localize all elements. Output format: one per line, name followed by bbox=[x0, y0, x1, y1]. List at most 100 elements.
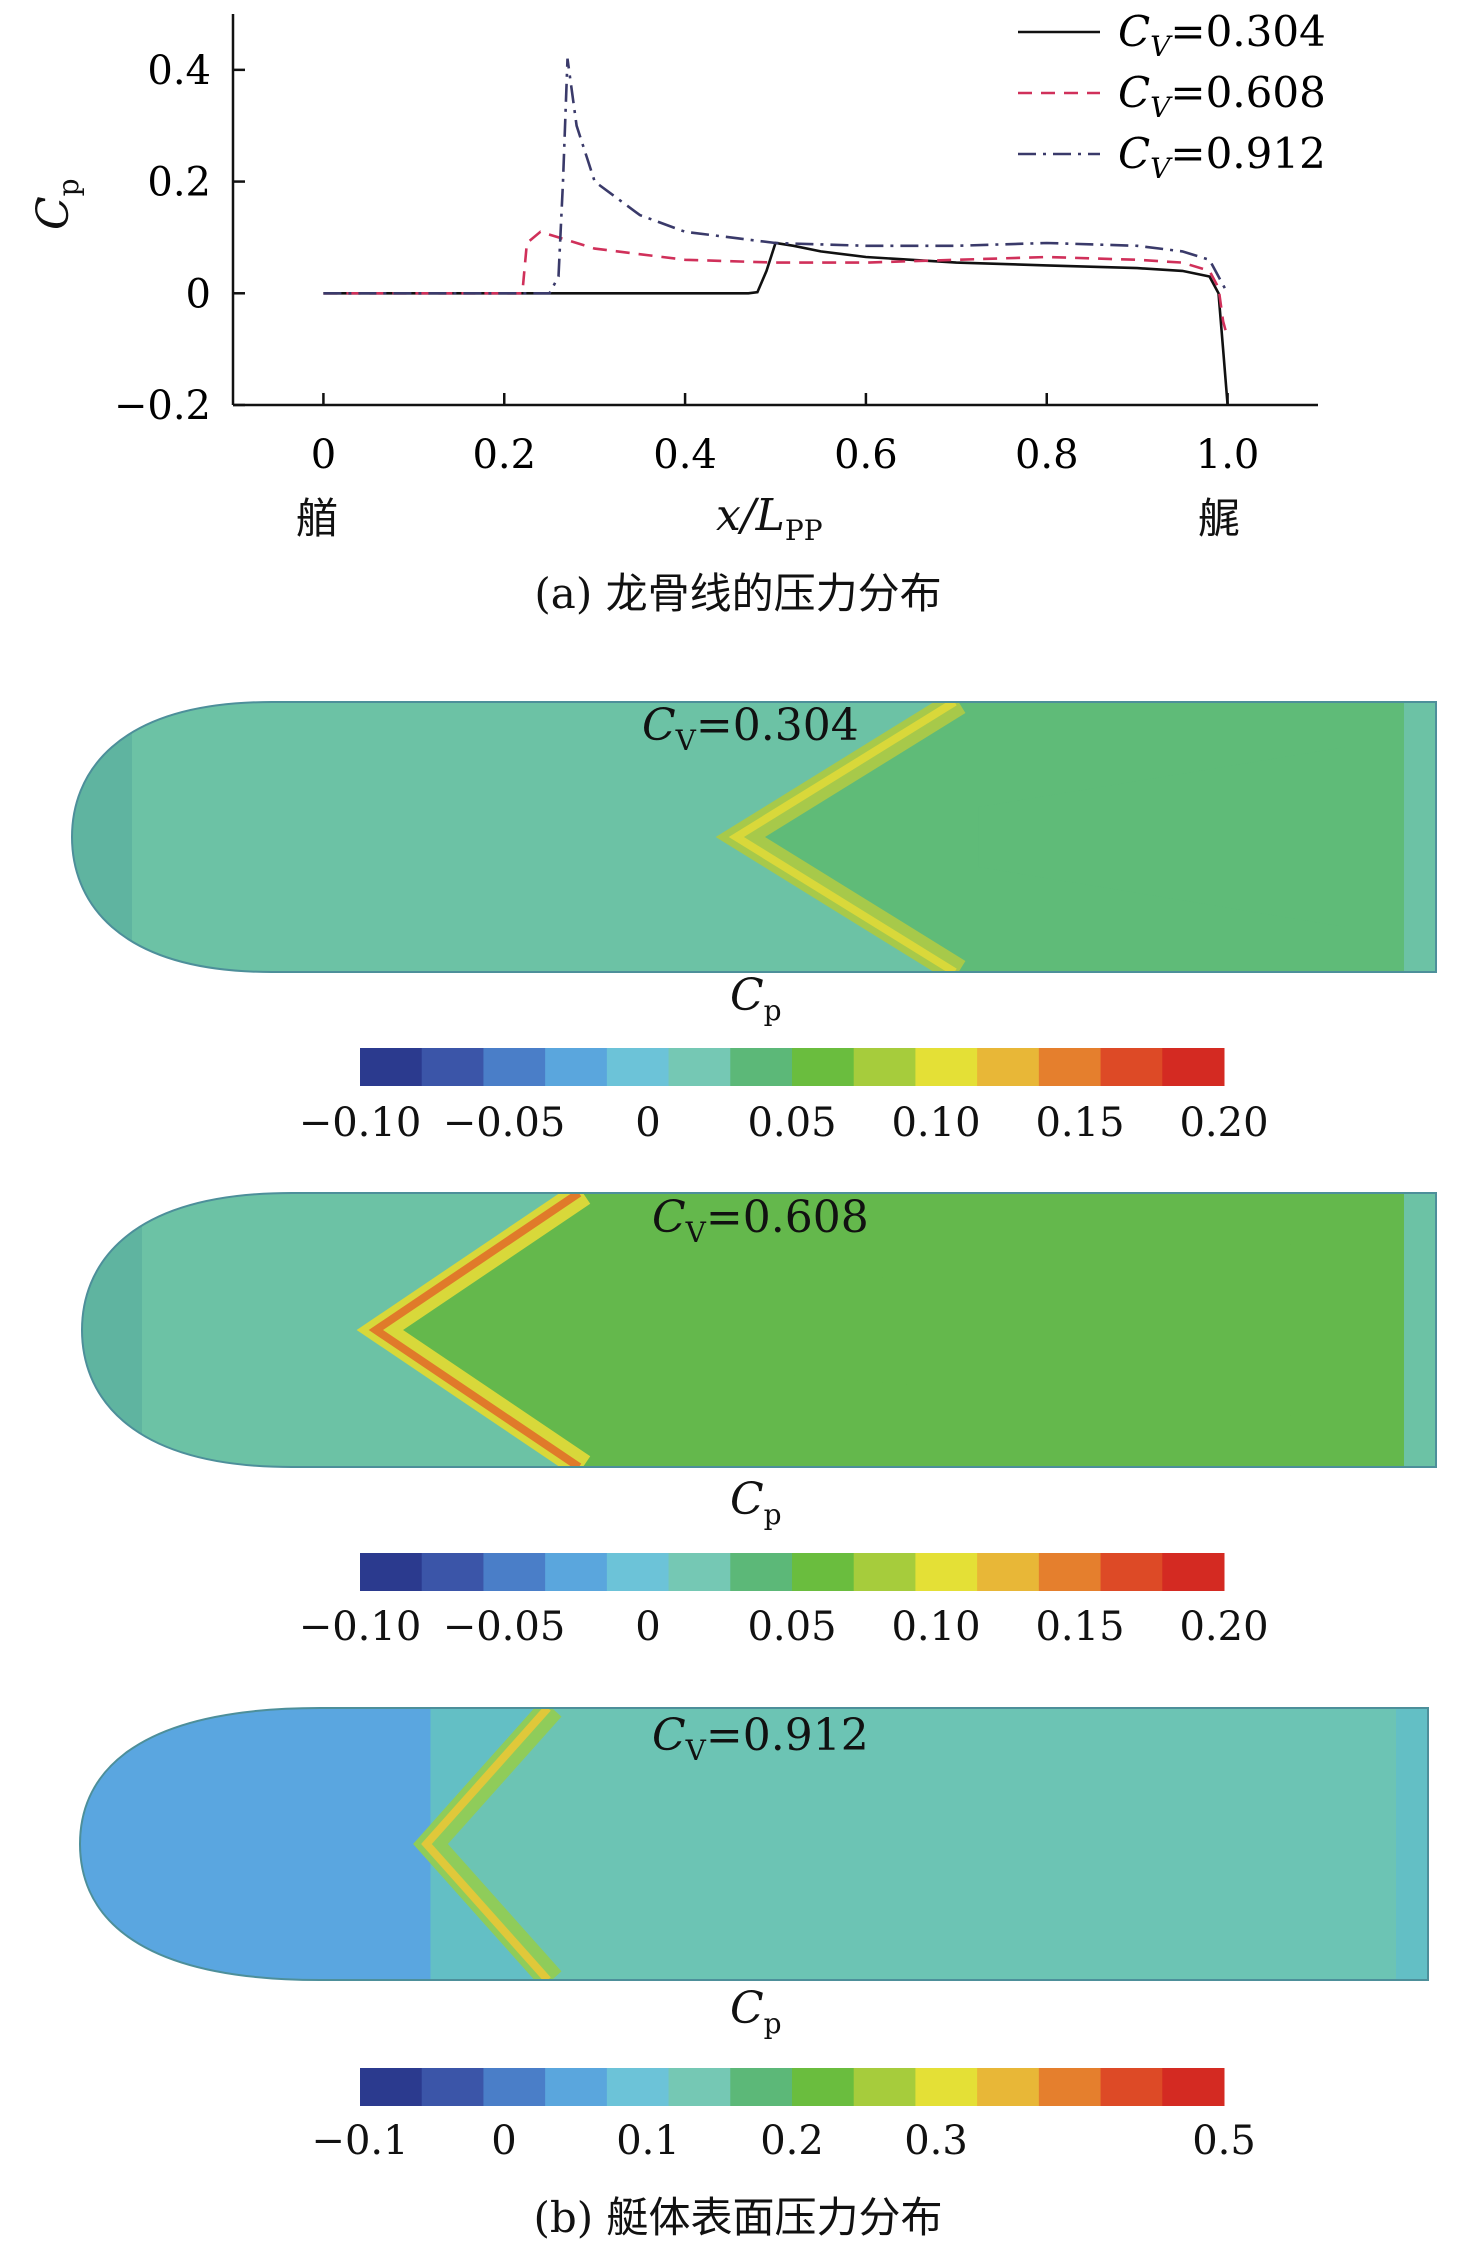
colorbar-swatch bbox=[730, 2068, 793, 2106]
colorbar-2-tick-label: 0 bbox=[635, 1604, 661, 1650]
colorbar-1 bbox=[360, 1048, 1225, 1086]
panel-2-colorbar-title: Cp bbox=[730, 1474, 782, 1531]
colorbar-swatch bbox=[545, 1553, 608, 1591]
colorbar-2-tick-label: 0.15 bbox=[1035, 1604, 1125, 1650]
series-line-1 bbox=[323, 241, 1229, 406]
colorbar-swatch bbox=[545, 1048, 608, 1086]
stern-edge-region bbox=[1404, 1193, 1436, 1467]
colorbar-swatch bbox=[483, 1048, 546, 1086]
colorbar-swatch bbox=[1162, 2068, 1225, 2106]
colorbar-3-tick-label: 0.2 bbox=[760, 2118, 824, 2164]
colorbar-2-tick-label: −0.10 bbox=[298, 1604, 422, 1650]
colorbar-swatch bbox=[853, 1553, 916, 1591]
colorbar-swatch bbox=[915, 2068, 978, 2106]
colorbar-1-tick-label: 0.15 bbox=[1035, 1100, 1125, 1146]
hull-contour-panel-2 bbox=[82, 1193, 1436, 1467]
colorbar-swatch bbox=[730, 1048, 793, 1086]
colorbar-3-tick-label: −0.1 bbox=[311, 2118, 409, 2164]
colorbar-swatch bbox=[668, 2068, 731, 2106]
colorbar-swatch bbox=[792, 2068, 855, 2106]
colorbar-swatch bbox=[360, 2068, 423, 2106]
bow-region bbox=[82, 1193, 142, 1467]
colorbar-swatch bbox=[545, 2068, 608, 2106]
colorbar-2-tick-label: 0.05 bbox=[747, 1604, 837, 1650]
colorbar-swatch bbox=[606, 1553, 670, 1591]
x-tick-label: 0.2 bbox=[472, 432, 536, 478]
x-tick-label: 0.6 bbox=[834, 432, 898, 478]
colorbar-swatch bbox=[915, 1553, 978, 1591]
colorbar-swatch bbox=[853, 2068, 916, 2106]
wave-front-edge bbox=[368, 1193, 582, 1467]
panel-1-cv-label: CV=0.304 bbox=[642, 700, 859, 757]
caption-b: (b) 艇体表面压力分布 bbox=[533, 2193, 943, 2242]
panel-2-cv-label: CV=0.608 bbox=[652, 1192, 869, 1249]
colorbar-swatch bbox=[360, 1553, 423, 1591]
colorbar-swatch bbox=[421, 1048, 484, 1086]
colorbar-3-tick-label: 0.5 bbox=[1192, 2118, 1256, 2164]
colorbar-swatch bbox=[606, 1048, 670, 1086]
legend-entry-1: CV=0.304 bbox=[1118, 7, 1326, 63]
aft-inner-region bbox=[602, 1240, 1346, 1420]
colorbar-2-tick-label: 0.20 bbox=[1179, 1604, 1269, 1650]
colorbar-3-tick-label: 0.3 bbox=[904, 2118, 968, 2164]
x-axis-stern-label: 艉 bbox=[1198, 494, 1241, 543]
colorbar-1-tick-label: 0.10 bbox=[891, 1100, 981, 1146]
panel-3-cv-label: CV=0.912 bbox=[652, 1710, 869, 1767]
colorbar-swatch bbox=[483, 2068, 546, 2106]
wave-front-edge bbox=[728, 702, 957, 972]
y-tick-label: 0.2 bbox=[147, 160, 211, 206]
colorbar-swatch bbox=[421, 2068, 484, 2106]
colorbar-3-tick-label: 0.1 bbox=[616, 2118, 680, 2164]
colorbar-swatch bbox=[421, 1553, 484, 1591]
colorbar-3-tick-label: 0 bbox=[491, 2118, 517, 2164]
colorbar-2-tick-label: −0.05 bbox=[442, 1604, 566, 1650]
aft-inner-region bbox=[571, 1754, 1338, 1934]
colorbar-swatch bbox=[1100, 1048, 1163, 1086]
colorbar-swatch bbox=[1100, 2068, 1163, 2106]
colorbar-swatch bbox=[977, 2068, 1040, 2106]
hull-outline bbox=[80, 1192, 1437, 1468]
colorbar-swatch bbox=[606, 2068, 670, 2106]
colorbar-swatch bbox=[792, 1553, 855, 1591]
panel-1-colorbar-title: Cp bbox=[730, 970, 782, 1027]
colorbar-swatch bbox=[360, 1048, 423, 1086]
aft-inner-region bbox=[978, 747, 1346, 927]
x-tick-label: 0.8 bbox=[1015, 432, 1079, 478]
legend-entry-3: CV=0.912 bbox=[1118, 129, 1326, 185]
colorbar-swatch bbox=[668, 1553, 731, 1591]
colorbar-swatch bbox=[1162, 1553, 1225, 1591]
colorbar-swatch bbox=[977, 1553, 1040, 1591]
colorbar-swatch bbox=[1038, 1553, 1102, 1591]
colorbar-1-tick-label: −0.05 bbox=[442, 1100, 566, 1146]
bow-region bbox=[72, 702, 132, 972]
stern-edge-region bbox=[1396, 1708, 1428, 1980]
colorbar-1-tick-label: 0.20 bbox=[1179, 1100, 1269, 1146]
colorbar-swatch bbox=[853, 1048, 916, 1086]
y-tick-label: −0.2 bbox=[114, 383, 211, 429]
caption-a: (a) 龙骨线的压力分布 bbox=[534, 569, 942, 618]
colorbar-2 bbox=[360, 1553, 1225, 1591]
x-axis-label: x/LPP bbox=[716, 490, 823, 547]
legend-entry-2: CV=0.608 bbox=[1118, 68, 1326, 124]
keel-pressure-line-chart: −0.200.20.40 0.2 0.4 0.6 0.8 1.0 CV=0.304CV=0… bbox=[114, 7, 1326, 478]
line-chart-series bbox=[323, 58, 1229, 406]
y-tick-label: 0 bbox=[186, 271, 211, 317]
colorbar-swatch bbox=[483, 1553, 546, 1591]
colorbar-swatch bbox=[1162, 1048, 1225, 1086]
line-chart-axes: −0.2 0 0.2 0.4 0 0.2 0.4 0.6 0.8 1.0 bbox=[114, 14, 1318, 478]
x-tick-label: 0 bbox=[311, 432, 336, 478]
colorbar-swatch bbox=[1038, 2068, 1102, 2106]
x-tick-label: 1.0 bbox=[1196, 432, 1260, 478]
hull-outline bbox=[78, 1707, 1429, 1981]
bow-low-pressure-region bbox=[140, 1708, 431, 1980]
colorbar-swatch bbox=[1100, 1553, 1163, 1591]
hull-contour-panel-3 bbox=[80, 1708, 1428, 1980]
colorbar-1-tick-label: −0.10 bbox=[298, 1100, 422, 1146]
colorbar-swatch bbox=[1038, 1048, 1102, 1086]
colorbar-swatch bbox=[668, 1048, 731, 1086]
colorbar-1-tick-label: 0 bbox=[635, 1100, 661, 1146]
colorbar-swatch bbox=[977, 1048, 1040, 1086]
colorbar-3 bbox=[360, 2068, 1225, 2106]
